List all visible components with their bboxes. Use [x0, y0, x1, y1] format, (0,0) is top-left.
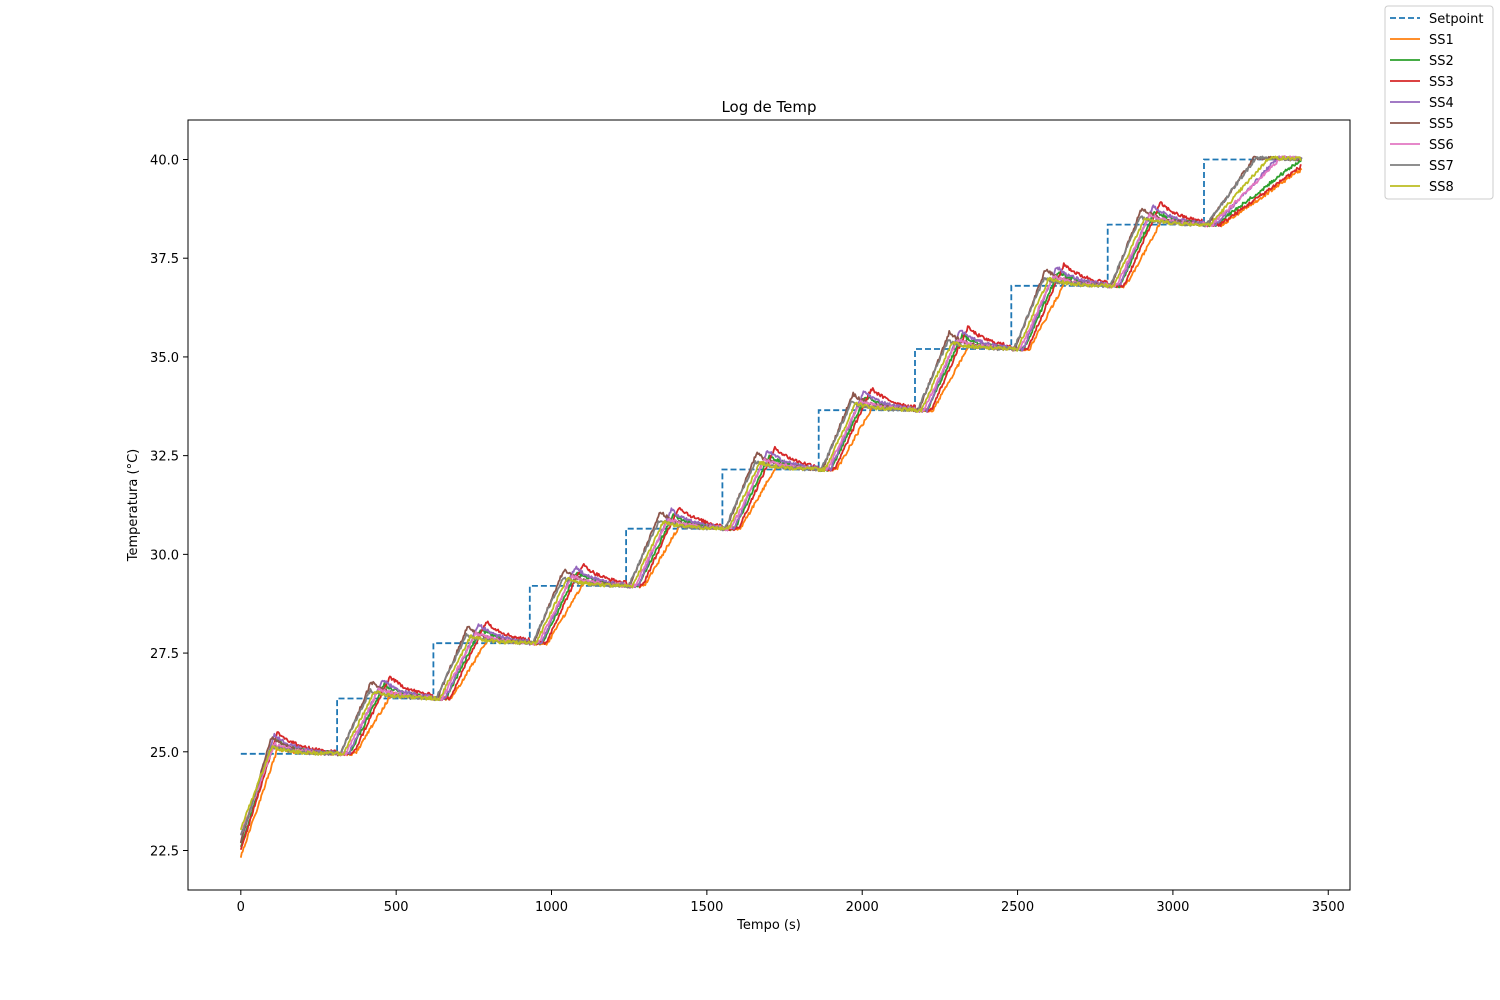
chart-title: Log de Temp	[721, 98, 816, 116]
y-tick-label: 40.0	[150, 153, 179, 168]
x-tick-label: 500	[384, 900, 409, 915]
legend-label-ss4: SS4	[1429, 96, 1454, 111]
y-tick-label: 30.0	[150, 548, 179, 563]
x-axis-title: Tempo (s)	[736, 918, 801, 933]
y-tick-label: 35.0	[150, 351, 179, 366]
plot-area	[239, 155, 1303, 858]
y-axis-title: Temperatura (°C)	[126, 449, 141, 562]
x-tick-label: 2000	[846, 900, 879, 915]
series-line-setpoint	[240, 158, 1301, 755]
legend-label-ss2: SS2	[1429, 54, 1454, 69]
x-tick-label: 2500	[1001, 900, 1034, 915]
x-axis: 0 500 1000 1500 2000 2500 3000 3500	[237, 890, 1345, 915]
y-tick-label: 25.0	[150, 746, 179, 761]
x-tick-label: 3000	[1156, 900, 1189, 915]
legend: Setpoint SS1 SS2 SS3 SS4 SS5 SS6 SS7 SS8	[1384, 5, 1494, 200]
legend-label-setpoint: Setpoint	[1429, 12, 1484, 27]
legend-label-ss8: SS8	[1429, 180, 1454, 195]
x-tick-label: 1000	[535, 900, 568, 915]
plot-frame	[187, 119, 1351, 891]
y-tick-label: 37.5	[150, 252, 179, 267]
series-line-ss7	[239, 155, 1303, 836]
legend-label-ss1: SS1	[1429, 33, 1454, 48]
x-tick-label: 3500	[1312, 900, 1345, 915]
legend-label-ss5: SS5	[1429, 117, 1454, 132]
legend-label-ss6: SS6	[1429, 138, 1454, 153]
legend-label-ss3: SS3	[1429, 75, 1454, 90]
y-tick-label: 27.5	[150, 647, 179, 662]
y-axis: 22.5 25.0 27.5 30.0 32.5 35.0 37.5 40.0	[150, 153, 188, 860]
y-tick-label: 22.5	[150, 845, 179, 860]
legend-box	[1384, 5, 1494, 200]
series-line-ss3	[239, 164, 1302, 850]
x-tick-label: 1500	[690, 900, 723, 915]
y-tick-label: 32.5	[150, 450, 179, 465]
legend-label-ss7: SS7	[1429, 159, 1454, 174]
series-line-ss8	[239, 155, 1302, 831]
x-tick-label: 0	[237, 900, 245, 915]
